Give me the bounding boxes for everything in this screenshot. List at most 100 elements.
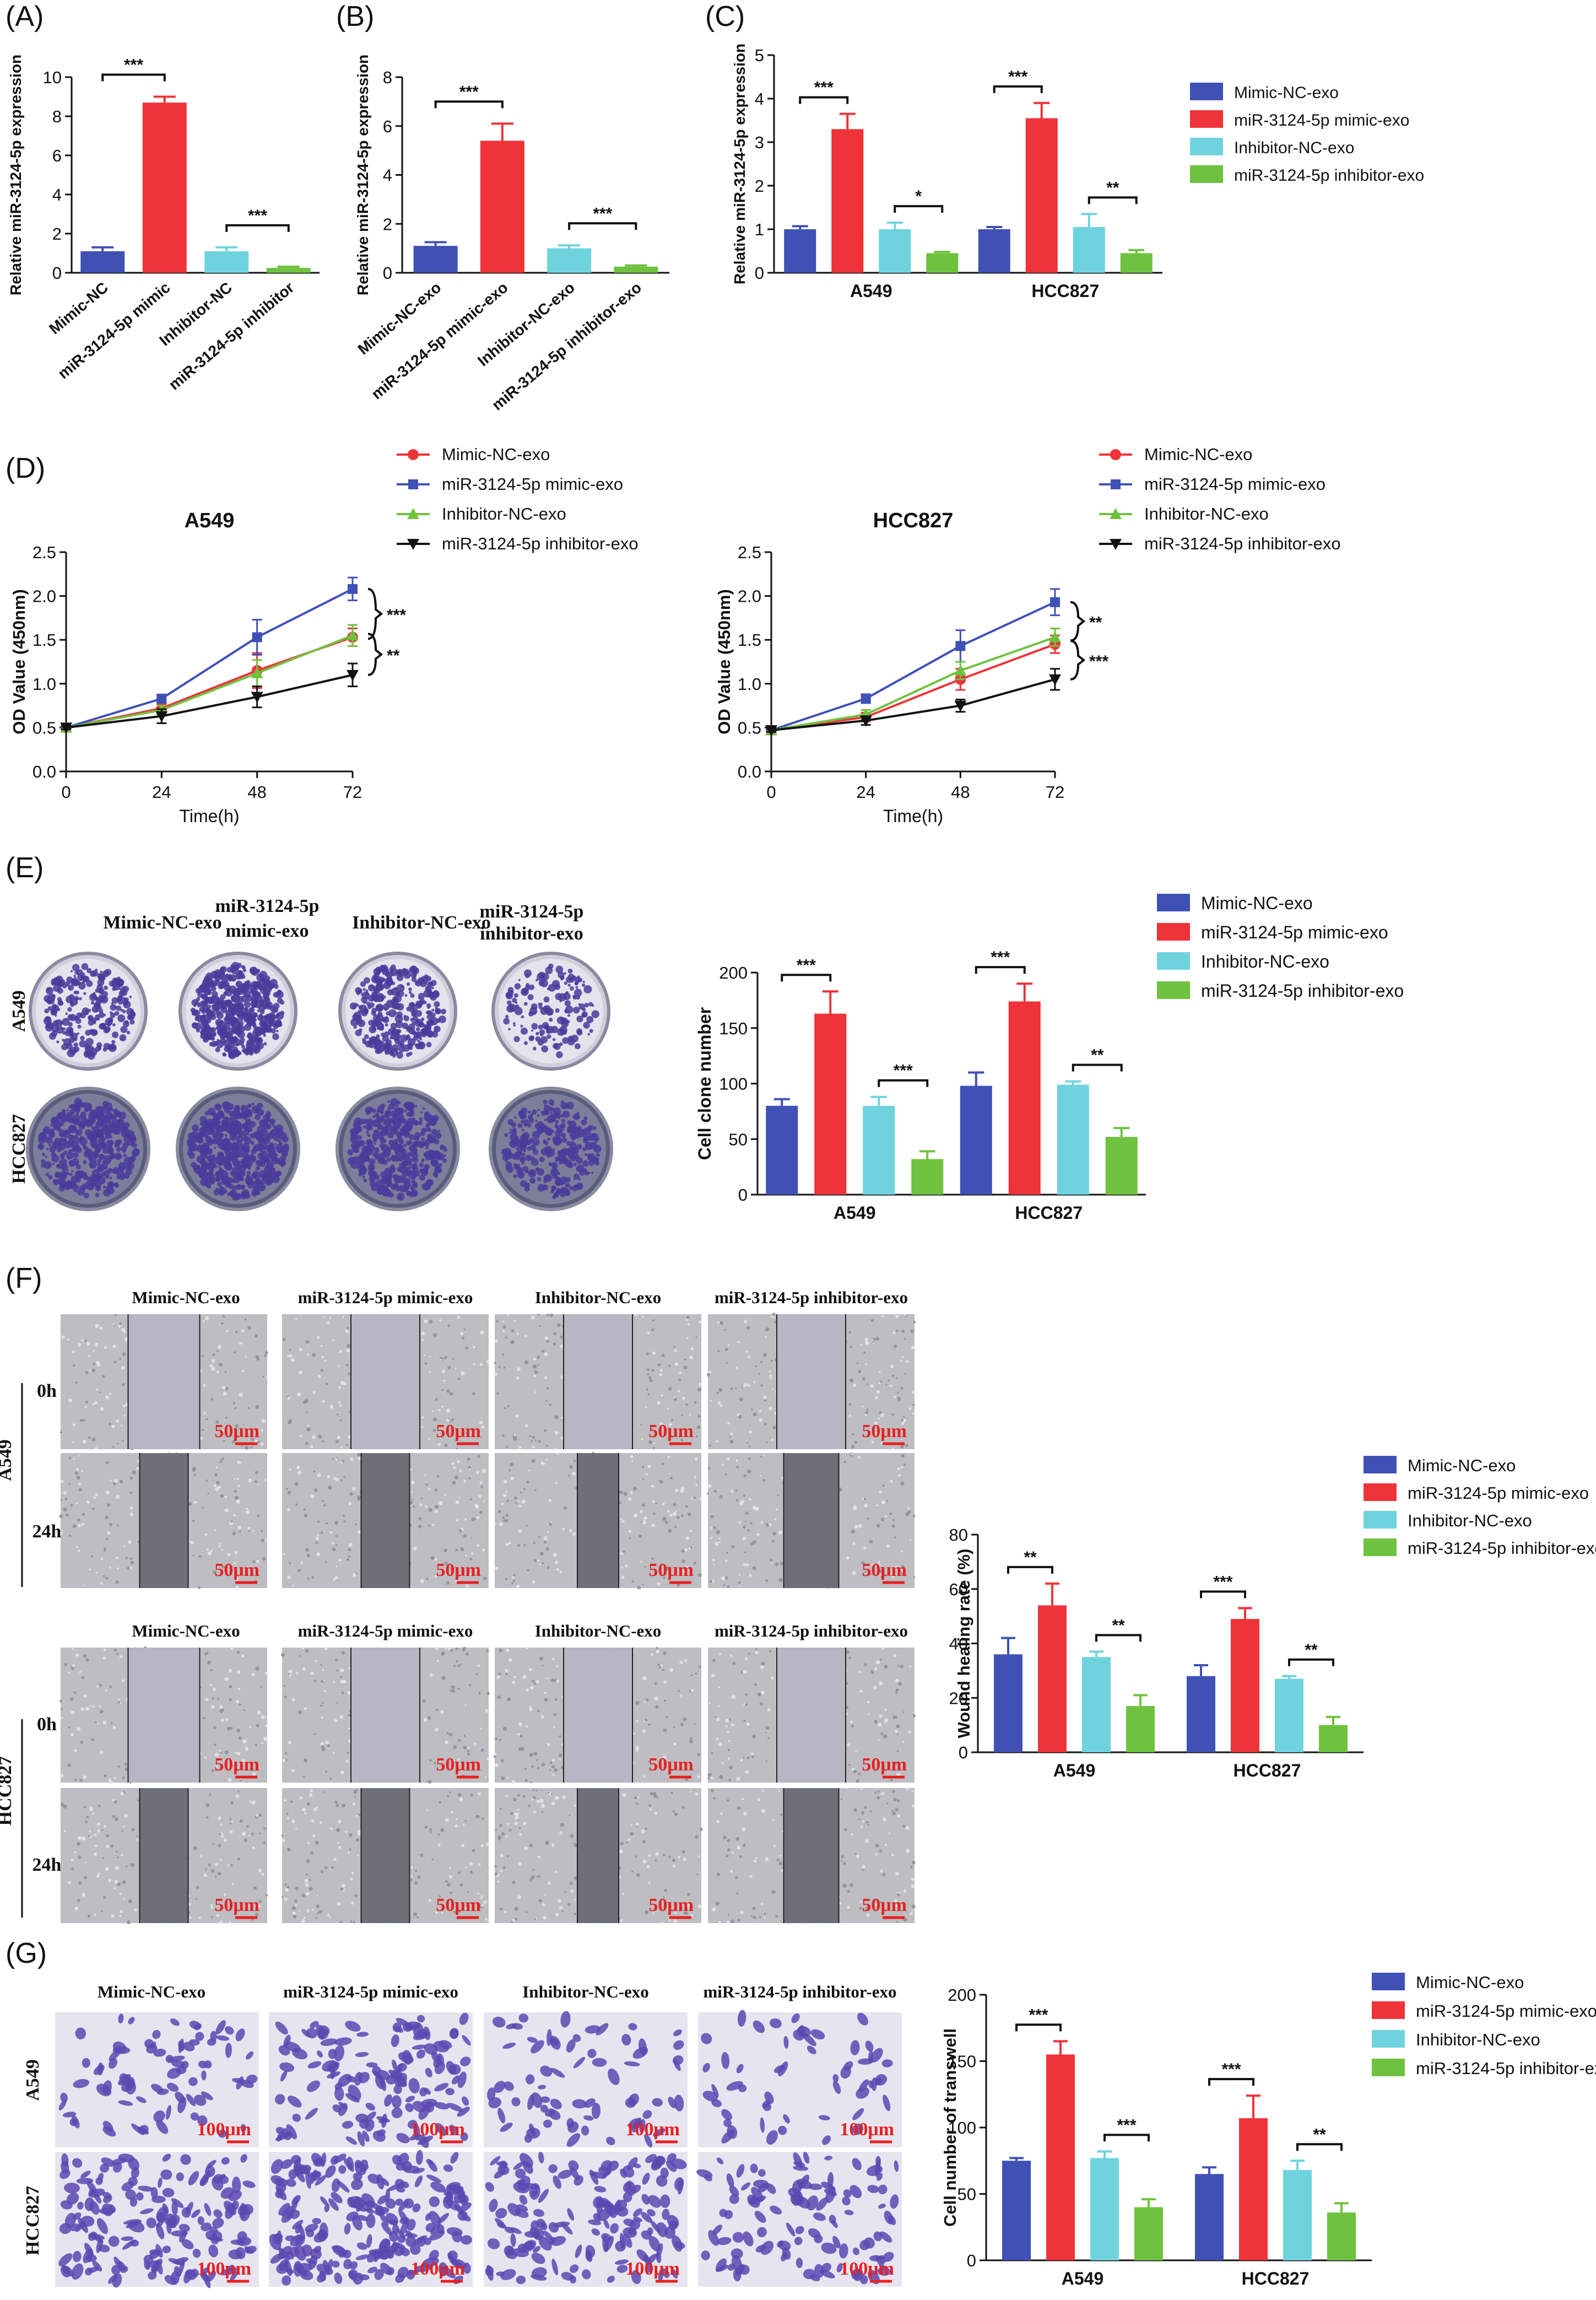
- f-wound-image-cell: [318, 1434, 322, 1439]
- f-wound-image-cell: [903, 1464, 906, 1466]
- chart-b-y-axis-label: Relative miR-3124-5p expression: [354, 55, 371, 295]
- f-wound-image-cell: [446, 1408, 451, 1413]
- f-wound-image-cell: [870, 1384, 874, 1388]
- f-wound-image-cell: [247, 1526, 251, 1530]
- e-a549-plate-colony: [203, 986, 208, 991]
- e-a549-plate-colony: [533, 1011, 537, 1015]
- chart-b-y-tick-label: 8: [383, 68, 392, 87]
- f-wound-image-cell: [478, 1494, 482, 1498]
- chart-d1-legend-label: miR-3124-5p inhibitor-exo: [442, 534, 639, 553]
- f-wound-image-cell: [888, 1379, 890, 1382]
- f-wound-image-cell: [345, 1329, 349, 1333]
- e-a549-plate-colony: [190, 1007, 196, 1013]
- e-a549-plate-colony: [396, 1003, 404, 1011]
- e-hcc827-plate-colony: [397, 1135, 401, 1139]
- e-a549-plate-colony: [249, 1051, 253, 1056]
- chart-d2-significance-bracket: [1070, 640, 1086, 681]
- chart-c-legend-label: Inhibitor-NC-exo: [1234, 139, 1354, 157]
- e-hcc827-plate-colony: [218, 1133, 224, 1139]
- e-hcc827-plate-colony: [511, 1130, 517, 1136]
- f-wound-image-cell: [770, 1359, 773, 1362]
- chart-e-y-tick-label: 0: [738, 1185, 748, 1205]
- f-wound-image-cell: [846, 1556, 850, 1560]
- f-wound-image-cell: [325, 1561, 327, 1563]
- e-hcc827-plate-colony: [112, 1109, 116, 1113]
- f-wound-image-cell: [315, 1541, 318, 1545]
- f-wound-image-gap: [351, 1314, 420, 1449]
- e-hcc827-plate-colony: [362, 1155, 369, 1162]
- e-a549-plate-colony: [270, 1019, 275, 1023]
- f-wound-image-cell: [85, 1371, 89, 1374]
- e-hcc827-plate-colony: [528, 1117, 534, 1124]
- e-hcc827-plate-colony: [58, 1120, 64, 1126]
- e-a549-plate-colony: [241, 1045, 246, 1049]
- e-hcc827-plate-colony: [109, 1151, 113, 1155]
- f-wound-image-cell: [495, 1567, 499, 1570]
- e-hcc827-plate-colony: [419, 1163, 424, 1168]
- f-wound-image-cell: [255, 1471, 258, 1475]
- e-a549-plate-colony: [417, 977, 425, 985]
- f-wound-image-cell: [499, 1522, 503, 1526]
- f-wound-image-cell: [668, 1387, 672, 1391]
- f-wound-image-cell: [234, 1407, 236, 1410]
- f-wound-image-cell: [778, 1530, 783, 1535]
- e-hcc827-plate-colony: [244, 1116, 247, 1120]
- f-wound-image-cell: [192, 1519, 195, 1522]
- f-wound-image-cell: [411, 1481, 415, 1484]
- f-wound-image-cell: [759, 1410, 762, 1413]
- e-hcc827-plate-colony: [409, 1103, 415, 1109]
- f-wound-image-cell: [657, 1582, 661, 1586]
- e-hcc827-plate-colony: [226, 1192, 231, 1196]
- chart-c-legend-label: miR-3124-5p mimic-exo: [1234, 111, 1409, 129]
- e-hcc827-plate-colony: [269, 1164, 273, 1167]
- f-wound-image-cell: [524, 1424, 528, 1428]
- e-hcc827-plate-colony: [127, 1157, 135, 1164]
- f-wound-image-cell: [221, 1457, 224, 1461]
- f-wound-image-cell: [76, 1475, 80, 1480]
- f-wound-image-cell: [721, 1576, 726, 1580]
- e-a549-plate-colony: [521, 1015, 524, 1019]
- e-hcc827-plate-colony: [221, 1156, 230, 1164]
- f-wound-image-cell: [547, 1531, 549, 1533]
- f-wound-image-cell: [677, 1389, 681, 1393]
- f-wound-image-cell: [94, 1447, 98, 1450]
- e-hcc827-plate-colony: [91, 1137, 94, 1141]
- e-hcc827-plate-colony: [69, 1173, 73, 1176]
- e-hcc827-plate-colony: [537, 1114, 540, 1117]
- f-wound-image-cell: [102, 1375, 105, 1378]
- f-wound-image-cell: [572, 1532, 576, 1536]
- e-hcc827-plate-colony: [243, 1135, 249, 1141]
- f-wound-image-cell: [545, 1459, 548, 1461]
- f-wound-image-cell: [892, 1519, 895, 1521]
- e-a549-plate-colony: [113, 978, 117, 982]
- e-a549-plate-colony: [72, 964, 80, 971]
- f-wound-image-cell: [848, 1403, 852, 1406]
- e-hcc827-plate-colony: [357, 1135, 362, 1140]
- f-wound-image-cell: [61, 1480, 64, 1483]
- f-wound-image-cell: [329, 1317, 332, 1319]
- f-wound-image-cell: [908, 1407, 912, 1410]
- e-a549-plate-colony: [520, 1027, 528, 1035]
- e-hcc827-plate-colony: [237, 1113, 241, 1117]
- e-hcc827-plate-colony: [187, 1140, 194, 1148]
- f-wound-image-cell: [106, 1490, 110, 1494]
- f-wound-image-cell: [430, 1556, 435, 1560]
- f-wound-image-cell: [681, 1549, 685, 1553]
- f-wound-image-cell: [202, 1507, 204, 1509]
- e-a549-plate-colony: [426, 1010, 431, 1015]
- chart-d2-legend-marker: [1110, 508, 1122, 519]
- f-wound-image-cell: [713, 1526, 716, 1529]
- e-hcc827-plate-colony: [238, 1124, 244, 1130]
- f-wound-image-cell: [554, 1430, 559, 1435]
- chart-c-bar: [926, 253, 959, 273]
- f-wound-image-cell: [548, 1499, 551, 1502]
- f-wound-image-cell: [80, 1418, 83, 1422]
- f-wound-image-cell: [59, 1514, 63, 1519]
- f-wound-image-cell: [869, 1540, 873, 1544]
- f-wound-image-cell: [482, 1468, 486, 1473]
- e-hcc827-plate-colony: [252, 1147, 258, 1153]
- f-wound-image-cell: [335, 1439, 339, 1444]
- e-a549-plate-colony: [253, 1012, 258, 1017]
- e-a549-plate-colony: [191, 1012, 195, 1016]
- f-wound-image-cell: [103, 1547, 106, 1550]
